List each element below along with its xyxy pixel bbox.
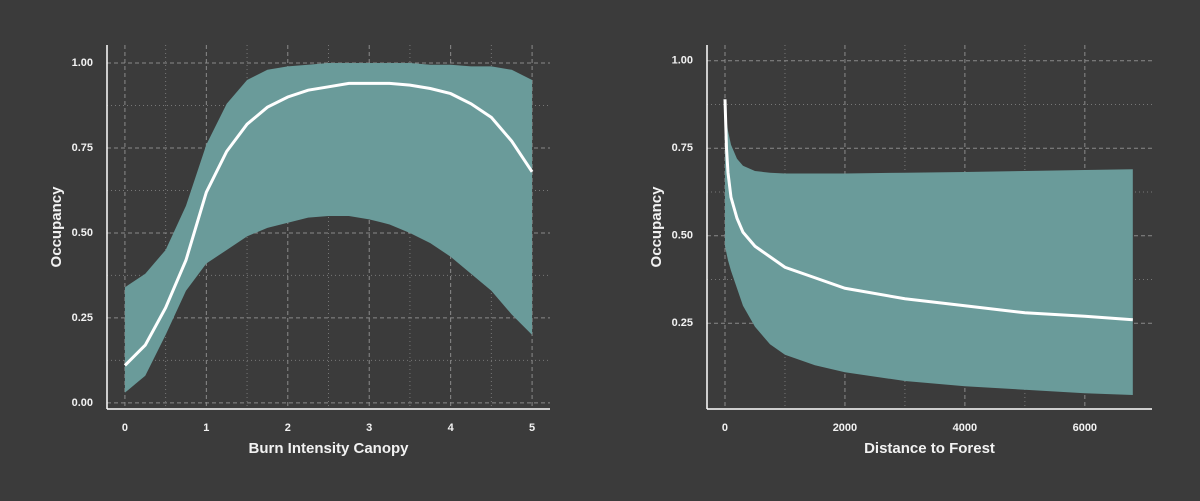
x-tick-label: 1 bbox=[203, 422, 209, 434]
x-tick-label: 4000 bbox=[953, 422, 977, 434]
x-axis-title: Distance to Forest bbox=[864, 440, 995, 457]
y-tick-label: 0.25 bbox=[672, 317, 693, 329]
x-tick-label: 4 bbox=[448, 422, 455, 434]
y-axis-title: Occupancy bbox=[648, 186, 665, 268]
y-tick-label: 0.75 bbox=[72, 142, 93, 154]
y-tick-label: 0.00 bbox=[72, 397, 93, 409]
y-tick-label: 0.75 bbox=[672, 142, 693, 154]
line bbox=[723, 99, 1133, 322]
y-tick-label: 1.00 bbox=[72, 57, 93, 69]
confidence-band bbox=[124, 63, 533, 393]
x-tick-label: 3 bbox=[366, 422, 372, 434]
x-axis-title: Burn Intensity Canopy bbox=[248, 440, 409, 457]
x-tick-label: 2 bbox=[285, 422, 291, 434]
line bbox=[123, 81, 534, 367]
x-tick-label: 6000 bbox=[1073, 422, 1097, 434]
x-tick-label: 5 bbox=[529, 422, 535, 434]
y-axis-title: Occupancy bbox=[48, 186, 65, 268]
x-tick-label: 2000 bbox=[833, 422, 857, 434]
x-tick-label: 0 bbox=[722, 422, 728, 434]
y-tick-label: 1.00 bbox=[672, 55, 693, 67]
y-tick-label: 0.50 bbox=[672, 230, 693, 242]
y-tick-label: 0.50 bbox=[72, 227, 93, 239]
x-tick-label: 0 bbox=[122, 422, 128, 434]
y-tick-label: 0.25 bbox=[72, 312, 93, 324]
confidence-band bbox=[724, 106, 1133, 395]
